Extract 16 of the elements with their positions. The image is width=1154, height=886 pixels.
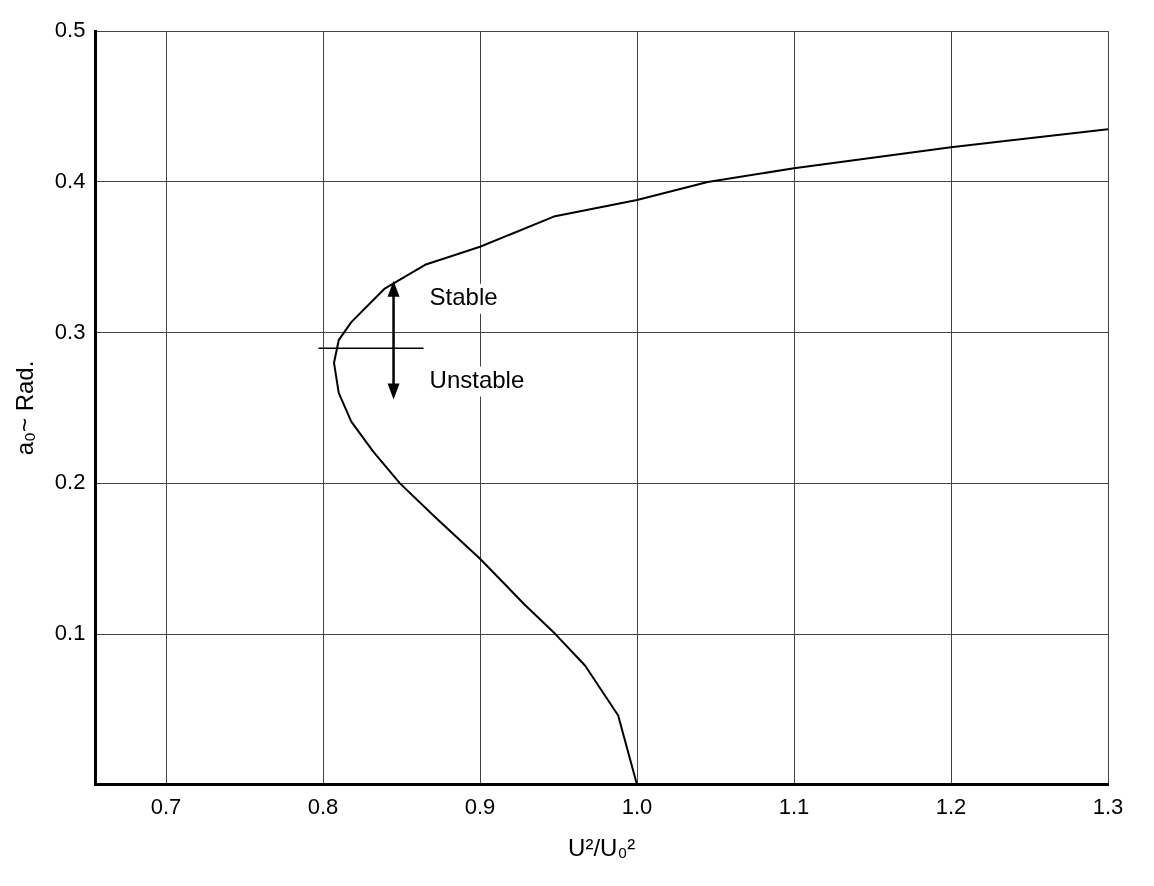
x-tick-label: 0.8: [307, 794, 339, 820]
y-tick-label: 0.3: [54, 318, 86, 344]
annotation: Unstable: [429, 366, 525, 394]
y-tick-label: 0.4: [54, 167, 86, 193]
x-tick-label: 0.7: [150, 794, 182, 820]
x-tick-label: 1.2: [935, 794, 967, 820]
x-axis-title: U²/U₀²: [568, 834, 636, 862]
annotation: Stable: [429, 283, 498, 311]
y-tick-label: 0.5: [54, 17, 86, 43]
y-tick-label: 0.1: [54, 620, 86, 646]
y-axis-title: a₀~ Rad.: [11, 360, 39, 456]
x-tick-label: 0.9: [464, 794, 496, 820]
x-tick-label: 1.0: [621, 794, 653, 820]
y-tick-label: 0.2: [54, 469, 86, 495]
x-tick-label: 1.1: [778, 794, 810, 820]
x-tick-label: 1.3: [1092, 794, 1124, 820]
